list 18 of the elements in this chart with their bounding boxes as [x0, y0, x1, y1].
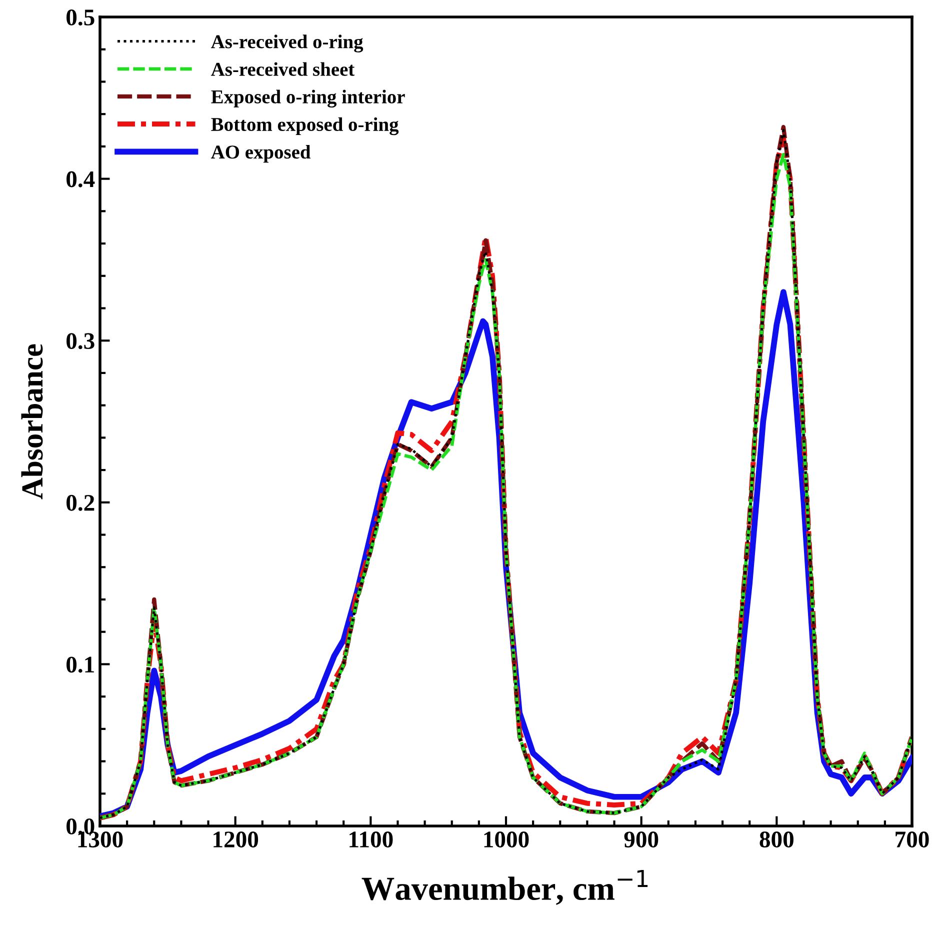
legend-label: AO exposed	[211, 144, 311, 163]
y-tick-label: 0.1	[66, 656, 94, 673]
legend-label: As-received sheet	[211, 62, 355, 76]
y-tick-label: 0.4	[66, 171, 95, 188]
x-tick-label: 700	[896, 832, 929, 848]
y-tick-label: 0.3	[66, 333, 94, 350]
x-tick-label: 800	[760, 832, 794, 848]
legend-label: Exposed o-ring interior	[211, 90, 405, 108]
x-axis-title: Wavenumber, cm$^{−1}$	[362, 870, 648, 905]
y-axis-title: Absorbance	[21, 344, 43, 500]
legend-label: As-received o-ring	[211, 34, 364, 52]
y-tick-label: 0.2	[66, 494, 94, 511]
legend-label: Bottom exposed o-ring	[211, 117, 399, 136]
y-tick-label: 0.5	[66, 9, 94, 26]
x-tick-label: 1100	[350, 832, 393, 848]
x-tick-label: 1200	[214, 832, 258, 848]
x-tick-label: 1000	[484, 832, 529, 848]
x-tick-label: 900	[624, 832, 658, 848]
